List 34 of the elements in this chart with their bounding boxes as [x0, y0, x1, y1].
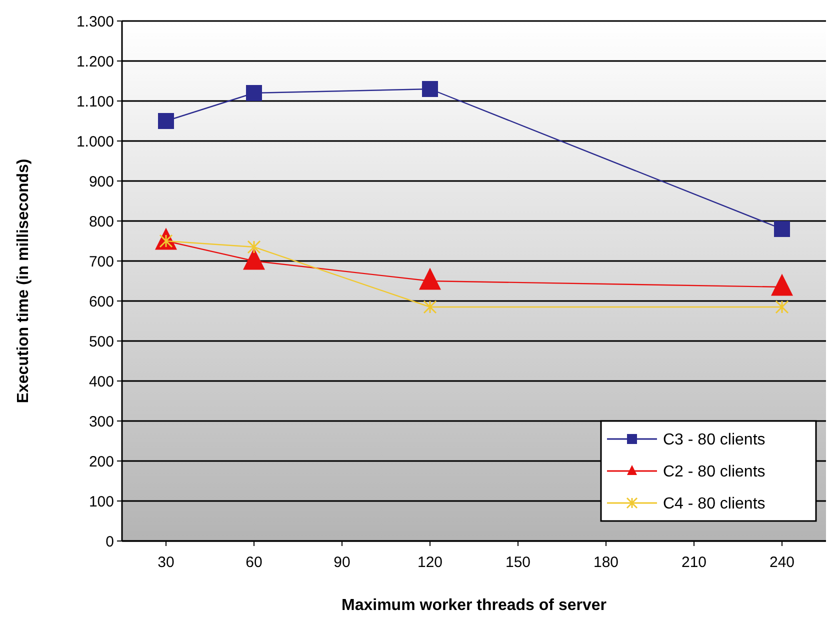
- y-tick-label: 700: [88, 253, 114, 270]
- y-tick-label: 0: [106, 533, 114, 550]
- legend-label: C2 - 80 clients: [663, 464, 766, 481]
- y-tick-label: 400: [88, 373, 114, 390]
- x-tick-label: 210: [681, 554, 707, 571]
- x-tick-label: 90: [334, 554, 350, 571]
- y-tick-label: 500: [88, 333, 114, 350]
- point: [423, 300, 437, 314]
- legend-label: C3 - 80 clients: [663, 432, 766, 449]
- y-tick-label: 1.300: [76, 13, 114, 30]
- y-tick-label: 1.200: [76, 53, 114, 70]
- point: [247, 240, 261, 254]
- x-tick-label: 150: [505, 554, 531, 571]
- y-tick-label: 1.000: [76, 133, 114, 150]
- point: [775, 300, 789, 314]
- x-tick-label: 60: [246, 554, 262, 571]
- y-tick-label: 100: [88, 493, 114, 510]
- y-tick-label: 300: [88, 413, 114, 430]
- x-tick-label: 240: [769, 554, 795, 571]
- x-axis-title: Maximum worker threads of server: [342, 597, 606, 614]
- y-tick-label: 600: [88, 293, 114, 310]
- y-tick-label: 200: [88, 453, 114, 470]
- x-tick-label: 30: [158, 554, 174, 571]
- point: [158, 113, 174, 129]
- y-tick-label: 1.100: [76, 93, 114, 110]
- point: [422, 81, 438, 97]
- y-tick-label: 800: [88, 213, 114, 230]
- x-tick-label: 120: [417, 554, 443, 571]
- point: [774, 221, 790, 237]
- y-tick-label: 900: [88, 173, 114, 190]
- point: [246, 85, 262, 101]
- x-tick-label: 180: [593, 554, 619, 571]
- y-axis-title: Execution time (in milliseconds): [15, 158, 32, 404]
- legend-label: C4 - 80 clients: [663, 496, 766, 513]
